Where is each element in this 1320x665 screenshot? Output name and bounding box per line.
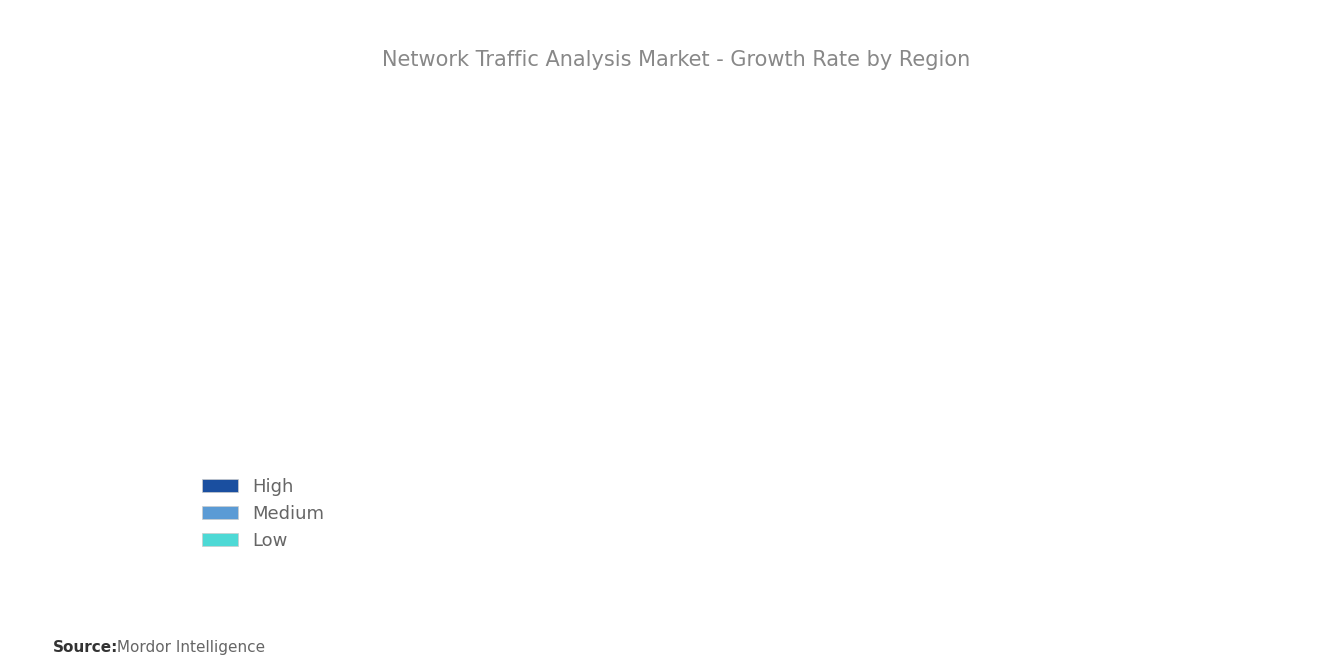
Text: Source:: Source:: [53, 640, 119, 655]
Title: Network Traffic Analysis Market - Growth Rate by Region: Network Traffic Analysis Market - Growth…: [383, 50, 970, 70]
Text: Mordor Intelligence: Mordor Intelligence: [112, 640, 265, 655]
Legend: High, Medium, Low: High, Medium, Low: [194, 471, 331, 557]
